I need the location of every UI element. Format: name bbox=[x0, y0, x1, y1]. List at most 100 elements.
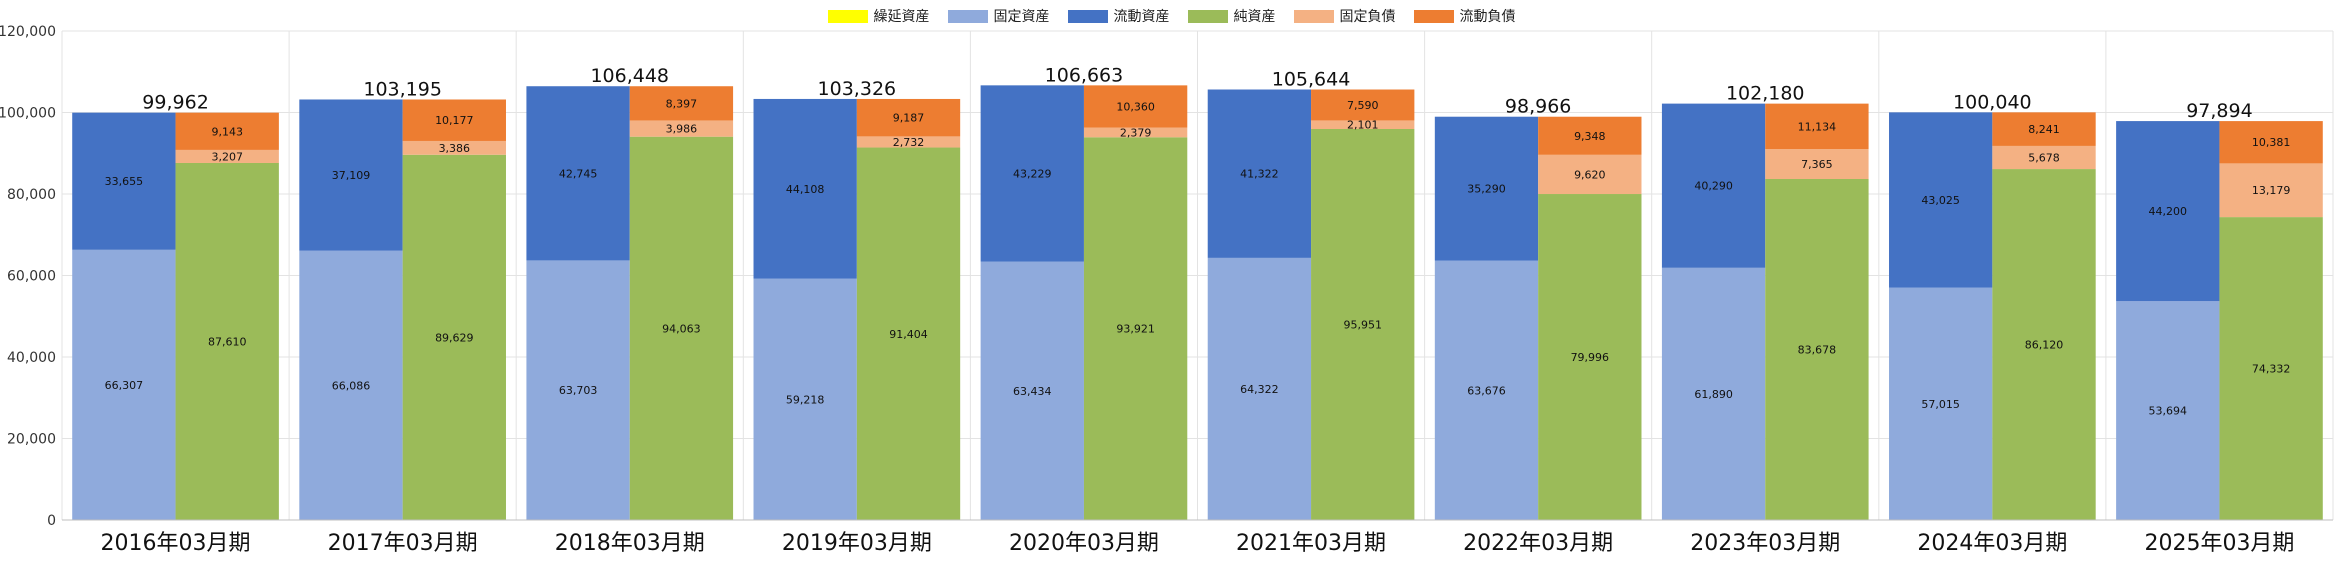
data-label: 66,086 bbox=[332, 379, 371, 392]
bar-segment-liabilities bbox=[1538, 116, 1642, 155]
legend-label: 流動負債 bbox=[1459, 9, 1516, 25]
data-label: 94,063 bbox=[662, 322, 701, 335]
y-tick-label: 20,000 bbox=[7, 432, 56, 448]
data-label: 43,025 bbox=[1921, 194, 1960, 207]
bar-segment-liabilities bbox=[175, 112, 279, 150]
bar-segment-assets bbox=[2116, 301, 2220, 520]
data-label: 43,229 bbox=[1013, 167, 1052, 180]
data-label: 40,290 bbox=[1694, 180, 1733, 193]
total-label: 102,180 bbox=[1726, 83, 1805, 105]
bar-segment-liabilities bbox=[1311, 128, 1415, 520]
y-tick-label: 80,000 bbox=[7, 187, 56, 203]
data-label: 8,397 bbox=[666, 97, 698, 110]
bar-segment-liabilities bbox=[2219, 217, 2323, 520]
x-tick-label: 2017年03月期 bbox=[328, 531, 478, 556]
data-label: 87,610 bbox=[208, 335, 247, 348]
data-label: 83,678 bbox=[1798, 344, 1837, 357]
total-label: 103,195 bbox=[363, 78, 442, 100]
x-tick-label: 2019年03月期 bbox=[782, 531, 932, 556]
bar-segment-liabilities bbox=[1538, 194, 1642, 520]
legend-swatch bbox=[1293, 9, 1334, 23]
bar-segment-liabilities bbox=[2219, 121, 2323, 164]
data-label: 63,676 bbox=[1467, 384, 1506, 397]
x-tick-label: 2016年03月期 bbox=[101, 531, 251, 556]
bar-segment-assets bbox=[72, 112, 176, 250]
data-label: 2,732 bbox=[893, 136, 925, 149]
data-label: 63,703 bbox=[559, 384, 598, 397]
bar-segment-assets bbox=[72, 249, 176, 520]
data-label: 9,348 bbox=[1574, 130, 1606, 143]
y-tick-label: 60,000 bbox=[7, 269, 56, 285]
bar-segment-liabilities bbox=[1311, 120, 1415, 129]
bar-segment-assets bbox=[1207, 89, 1312, 258]
bar-segment-liabilities bbox=[2219, 163, 2323, 218]
x-tick-label: 2023年03月期 bbox=[1690, 531, 1840, 556]
data-label: 95,951 bbox=[1343, 318, 1382, 331]
data-label: 9,620 bbox=[1574, 168, 1606, 181]
bar-segment-assets bbox=[1434, 116, 1539, 261]
legend-item-fixed-assets: 固定資産 bbox=[947, 6, 1050, 26]
total-label: 98,966 bbox=[1505, 96, 1571, 118]
bar-segment-liabilities bbox=[629, 120, 734, 137]
bar-segment-liabilities bbox=[175, 149, 279, 163]
data-label: 93,921 bbox=[1116, 323, 1155, 336]
bar-segment-assets bbox=[753, 98, 857, 279]
bar-segment-liabilities bbox=[1311, 89, 1415, 121]
data-label: 44,200 bbox=[2149, 205, 2188, 218]
y-tick-label: 100,000 bbox=[0, 106, 56, 122]
x-tick-label: 2021年03月期 bbox=[1236, 531, 1386, 556]
legend-label: 純資産 bbox=[1233, 9, 1276, 25]
data-label: 13,179 bbox=[2252, 184, 2291, 197]
legend-item-fixed-liabilities: 固定負債 bbox=[1293, 6, 1396, 26]
bar-segment-assets bbox=[299, 250, 403, 520]
data-label: 5,678 bbox=[2028, 151, 2060, 164]
data-label: 86,120 bbox=[2025, 339, 2064, 352]
x-tick-label: 2022年03月期 bbox=[1463, 531, 1613, 556]
legend-swatch bbox=[1413, 9, 1454, 23]
data-label: 3,986 bbox=[666, 123, 698, 136]
bar-segment-liabilities bbox=[1992, 169, 2096, 520]
total-label: 103,326 bbox=[818, 78, 897, 100]
data-label: 44,108 bbox=[786, 183, 825, 196]
bar-segment-liabilities bbox=[856, 147, 961, 521]
x-tick-label: 2025年03月期 bbox=[2144, 531, 2294, 556]
data-label: 8,241 bbox=[2028, 123, 2060, 136]
bar-segment-liabilities bbox=[629, 86, 734, 121]
data-label: 57,015 bbox=[1921, 398, 1960, 411]
data-label: 53,694 bbox=[2149, 405, 2188, 418]
legend-item-current-liabilities: 流動負債 bbox=[1413, 6, 1516, 26]
legend-item-current-assets: 流動資産 bbox=[1067, 6, 1170, 26]
bar-segment-assets bbox=[980, 261, 1084, 520]
bar-segment-assets bbox=[753, 278, 857, 520]
legend-swatch bbox=[1187, 9, 1228, 23]
data-label: 41,322 bbox=[1240, 168, 1279, 181]
data-label: 37,109 bbox=[332, 169, 371, 182]
data-label: 10,177 bbox=[435, 114, 474, 127]
data-label: 11,134 bbox=[1798, 120, 1837, 133]
x-tick-label: 2024年03月期 bbox=[1917, 531, 2067, 556]
bar-segment-assets bbox=[1207, 257, 1312, 520]
bar-segment-liabilities bbox=[629, 136, 734, 520]
data-label: 59,218 bbox=[786, 393, 825, 406]
data-label: 61,890 bbox=[1694, 388, 1733, 401]
data-label: 64,322 bbox=[1240, 383, 1279, 396]
bar-segment-assets bbox=[526, 86, 630, 261]
data-label: 10,360 bbox=[1116, 100, 1155, 113]
data-label: 33,655 bbox=[105, 175, 144, 188]
bar-segment-liabilities bbox=[856, 136, 961, 148]
total-label: 97,894 bbox=[2186, 100, 2252, 122]
legend-item-net-assets: 純資産 bbox=[1187, 6, 1276, 26]
data-label: 91,404 bbox=[889, 328, 928, 341]
data-label: 2,379 bbox=[1120, 126, 1152, 139]
data-label: 7,590 bbox=[1347, 99, 1379, 112]
y-tick-label: 40,000 bbox=[7, 350, 56, 366]
bar-segment-liabilities bbox=[1992, 145, 2096, 170]
bar-segment-assets bbox=[2116, 121, 2220, 302]
bar-segment-liabilities bbox=[1765, 103, 1869, 149]
data-label: 79,996 bbox=[1571, 351, 1610, 364]
data-label: 10,381 bbox=[2252, 136, 2291, 149]
legend-swatch bbox=[1067, 9, 1108, 23]
bar-segment-liabilities bbox=[402, 154, 506, 520]
bar-segment-liabilities bbox=[402, 99, 506, 141]
